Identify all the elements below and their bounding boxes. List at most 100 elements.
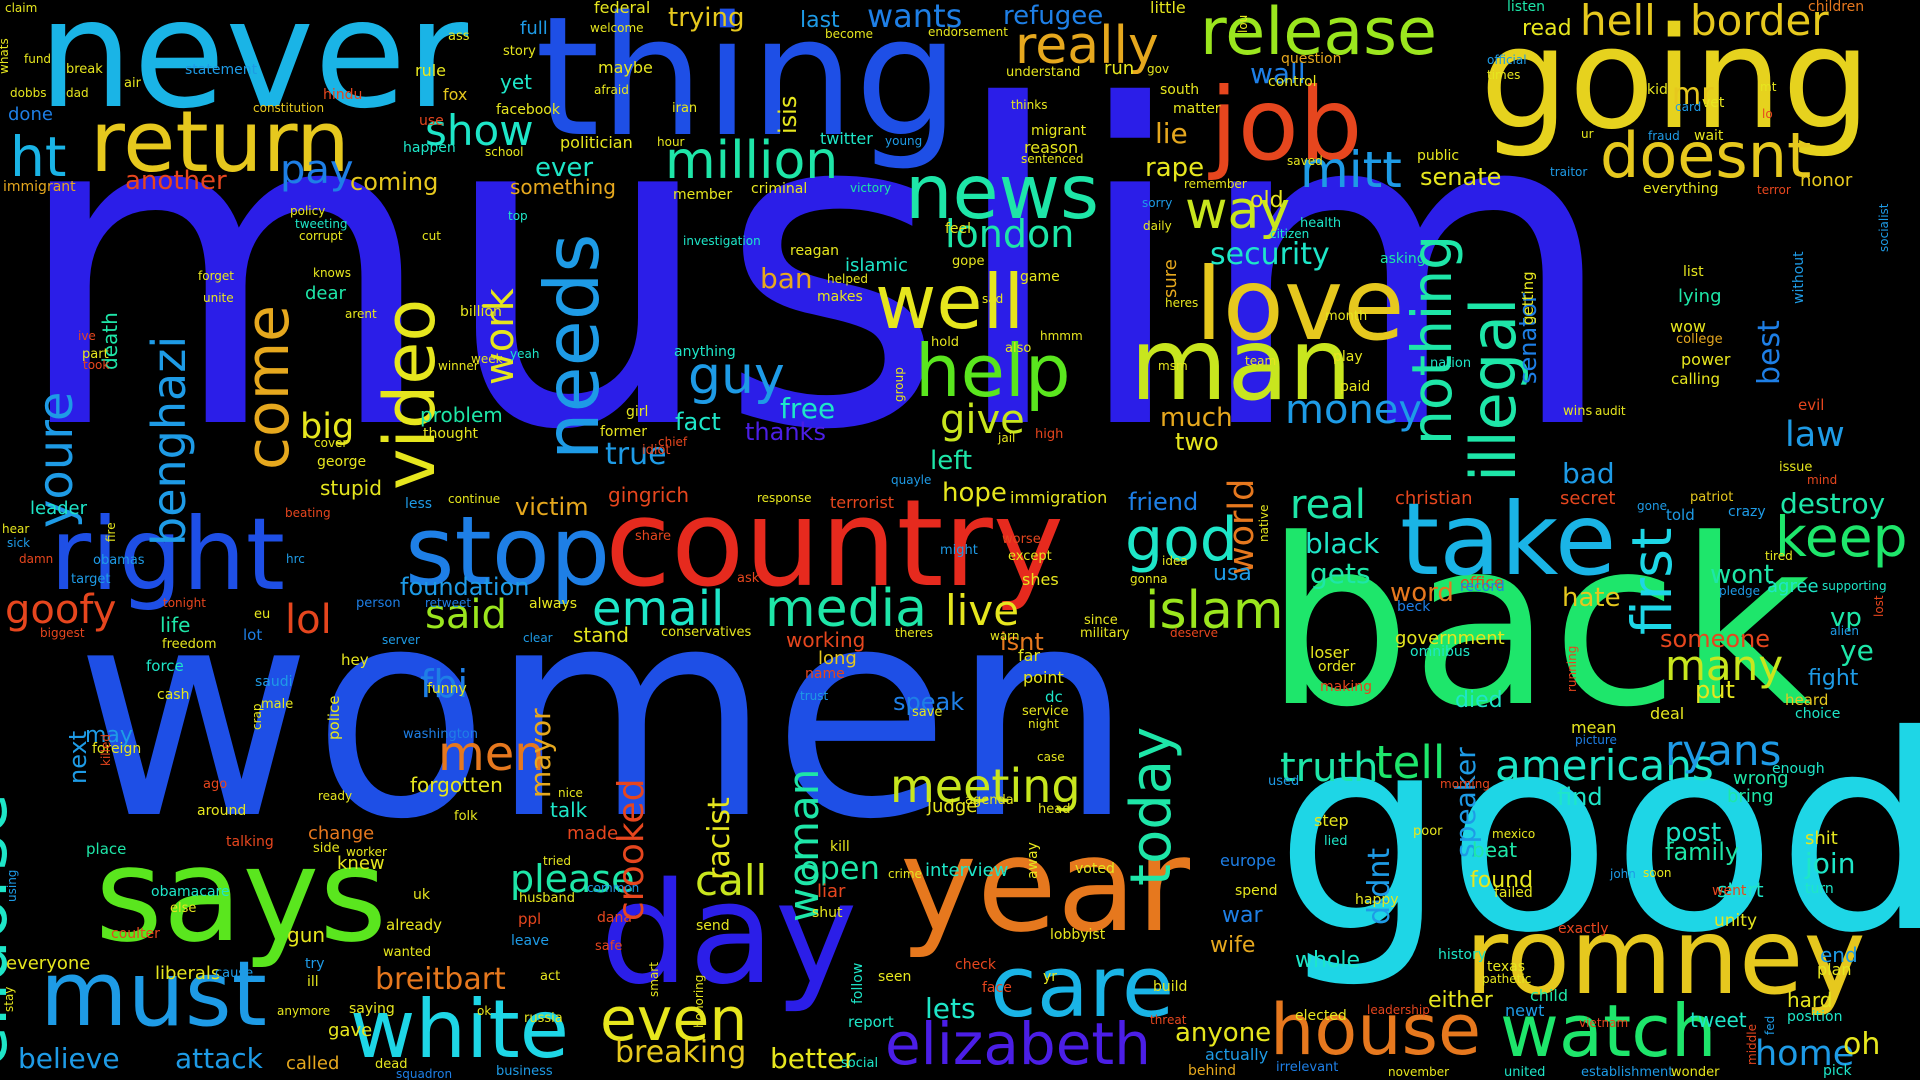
word-theres: theres xyxy=(895,626,933,640)
word-white: white xyxy=(350,983,569,1076)
word-evil: evil xyxy=(1798,396,1825,414)
word-old: old xyxy=(1250,188,1284,213)
word-criminal: criminal xyxy=(751,181,808,197)
word-ryans: ryans xyxy=(1665,726,1782,775)
word-breaking: breaking xyxy=(615,1035,747,1070)
word-thing: thing xyxy=(535,0,960,173)
word-picture: picture xyxy=(1575,733,1617,747)
word-anything: anything xyxy=(674,344,736,360)
word-believe: believe xyxy=(18,1042,120,1075)
word-shes: shes xyxy=(1022,570,1059,589)
word-yeah: yeah xyxy=(510,347,540,361)
word-isnt: isnt xyxy=(1000,628,1044,656)
word-mt: mt xyxy=(1760,80,1777,94)
word-tonight: tonight xyxy=(163,596,206,610)
word-stay: stay xyxy=(2,986,16,1012)
word-husband: husband xyxy=(519,891,575,906)
word-isis: isis xyxy=(774,95,802,134)
word-iran: iran xyxy=(672,101,698,116)
word-supporting: supporting xyxy=(1822,579,1887,593)
word-crooked: crooked xyxy=(611,778,652,921)
word-running: running xyxy=(1565,645,1579,692)
word-pay: pay xyxy=(280,147,354,193)
word-terror: terror xyxy=(1757,183,1791,197)
word-lol: lol xyxy=(285,597,332,643)
word-male: male xyxy=(261,697,294,712)
word-bring: bring xyxy=(1727,786,1774,807)
word-secret: secret xyxy=(1560,488,1616,509)
word-dana: dana xyxy=(597,910,632,926)
word-word: word xyxy=(1390,578,1454,608)
word-lied: lied xyxy=(1324,834,1348,849)
word-must: must xyxy=(40,942,267,1047)
word-wants: wants xyxy=(867,0,963,35)
word-vp: vp xyxy=(1830,603,1862,633)
word-actually: actually xyxy=(1205,1045,1269,1064)
word-release: release xyxy=(1200,0,1438,70)
word-working: working xyxy=(786,628,866,652)
word-read: read xyxy=(1522,16,1572,41)
word-ban: ban xyxy=(760,262,813,295)
word-mind: mind xyxy=(1807,473,1838,487)
word-sentenced: sentenced xyxy=(1021,152,1084,166)
word-without: without xyxy=(1791,251,1807,304)
word-use: use xyxy=(419,113,444,129)
word-around: around xyxy=(197,803,247,819)
word-made: made xyxy=(567,823,619,844)
word-tweeting: tweeting xyxy=(295,217,348,231)
word-rape: rape xyxy=(1145,153,1205,183)
word-share: share xyxy=(635,529,672,544)
word-part: part xyxy=(82,347,109,362)
word-squadron: squadron xyxy=(396,1067,453,1080)
word-position: position xyxy=(1787,1009,1843,1025)
word-head: head xyxy=(1038,802,1071,817)
word-step: step xyxy=(1314,811,1349,830)
word-hell: hell xyxy=(1580,0,1656,45)
word-play: play xyxy=(1333,349,1363,365)
word-call: call xyxy=(695,856,768,905)
word-calling: calling xyxy=(1671,370,1720,388)
word-give: give xyxy=(940,397,1025,443)
word-migrant: migrant xyxy=(1031,123,1087,139)
word-tried: tried xyxy=(543,854,571,868)
word-dad: dad xyxy=(66,86,89,100)
word-ready: ready xyxy=(318,789,353,803)
word-month: month xyxy=(1325,309,1368,324)
word-less: less xyxy=(405,496,433,512)
word-funny: funny xyxy=(427,681,467,697)
word-back: back xyxy=(1265,491,1812,758)
word-stand: stand xyxy=(573,623,629,647)
word-story: story xyxy=(503,44,536,59)
word-didnt: didnt xyxy=(1362,847,1397,925)
word-mayor: mayor xyxy=(524,708,557,798)
word-business: business xyxy=(496,1064,553,1079)
word-family: family xyxy=(1665,838,1740,866)
word-also: also xyxy=(1005,341,1032,356)
word-build: build xyxy=(1153,979,1188,995)
word-fight: fight xyxy=(1808,666,1859,691)
word-destroy: destroy xyxy=(1780,487,1886,520)
word-dc: dc xyxy=(1045,688,1063,706)
word-something: something xyxy=(510,175,616,199)
word-daily: daily xyxy=(1143,219,1172,233)
word-plan: plan xyxy=(1817,960,1852,979)
word-first: first xyxy=(1620,527,1684,635)
word-group: group xyxy=(892,367,906,402)
word-dobbs: dobbs xyxy=(10,86,47,100)
word-muslim: muslim xyxy=(10,14,1620,526)
word-damn: damn xyxy=(19,552,54,566)
word-fact: fact xyxy=(675,408,721,436)
word-saying: saying xyxy=(349,1001,395,1017)
word-children: children xyxy=(1808,0,1865,15)
word-biggest: biggest xyxy=(40,626,85,640)
word-spend: spend xyxy=(1235,883,1278,899)
word-enough: enough xyxy=(1772,761,1825,777)
word-wall: wall xyxy=(1250,57,1306,90)
word-terrorist: terrorist xyxy=(830,493,895,512)
word-crime: crime xyxy=(888,867,922,881)
word-love: love xyxy=(1195,246,1405,363)
word-texas: texas xyxy=(1487,959,1526,975)
word-judge: judge xyxy=(927,796,978,817)
word-making: making xyxy=(1320,679,1372,695)
word-good: good xyxy=(1275,677,1920,992)
